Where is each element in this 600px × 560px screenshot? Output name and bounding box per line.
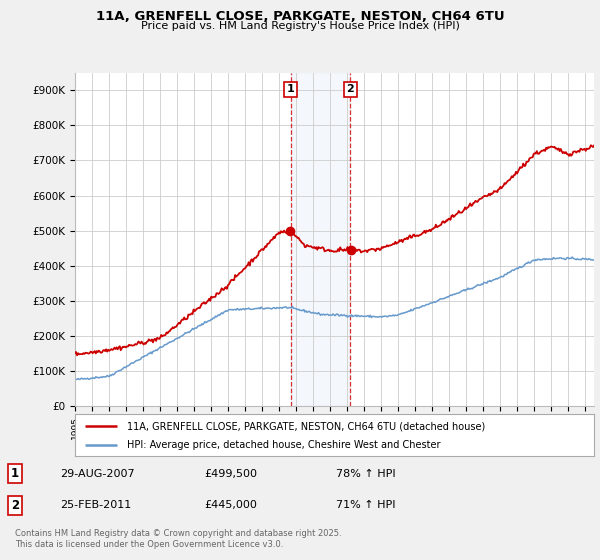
Text: £445,000: £445,000	[204, 500, 257, 510]
Text: Contains HM Land Registry data © Crown copyright and database right 2025.
This d: Contains HM Land Registry data © Crown c…	[15, 529, 341, 549]
Text: £499,500: £499,500	[204, 469, 257, 479]
Text: 2: 2	[346, 85, 354, 95]
Text: 11A, GRENFELL CLOSE, PARKGATE, NESTON, CH64 6TU (detached house): 11A, GRENFELL CLOSE, PARKGATE, NESTON, C…	[127, 421, 485, 431]
Text: 1: 1	[11, 468, 19, 480]
Text: 1: 1	[287, 85, 295, 95]
Text: Price paid vs. HM Land Registry's House Price Index (HPI): Price paid vs. HM Land Registry's House …	[140, 21, 460, 31]
Text: 78% ↑ HPI: 78% ↑ HPI	[336, 469, 395, 479]
Text: 11A, GRENFELL CLOSE, PARKGATE, NESTON, CH64 6TU: 11A, GRENFELL CLOSE, PARKGATE, NESTON, C…	[95, 10, 505, 22]
Bar	[290, 73, 350, 406]
Text: 29-AUG-2007: 29-AUG-2007	[60, 469, 134, 479]
Text: 71% ↑ HPI: 71% ↑ HPI	[336, 500, 395, 510]
Text: 25-FEB-2011: 25-FEB-2011	[60, 500, 131, 510]
Text: 2: 2	[11, 498, 19, 512]
Text: HPI: Average price, detached house, Cheshire West and Chester: HPI: Average price, detached house, Ches…	[127, 440, 440, 450]
